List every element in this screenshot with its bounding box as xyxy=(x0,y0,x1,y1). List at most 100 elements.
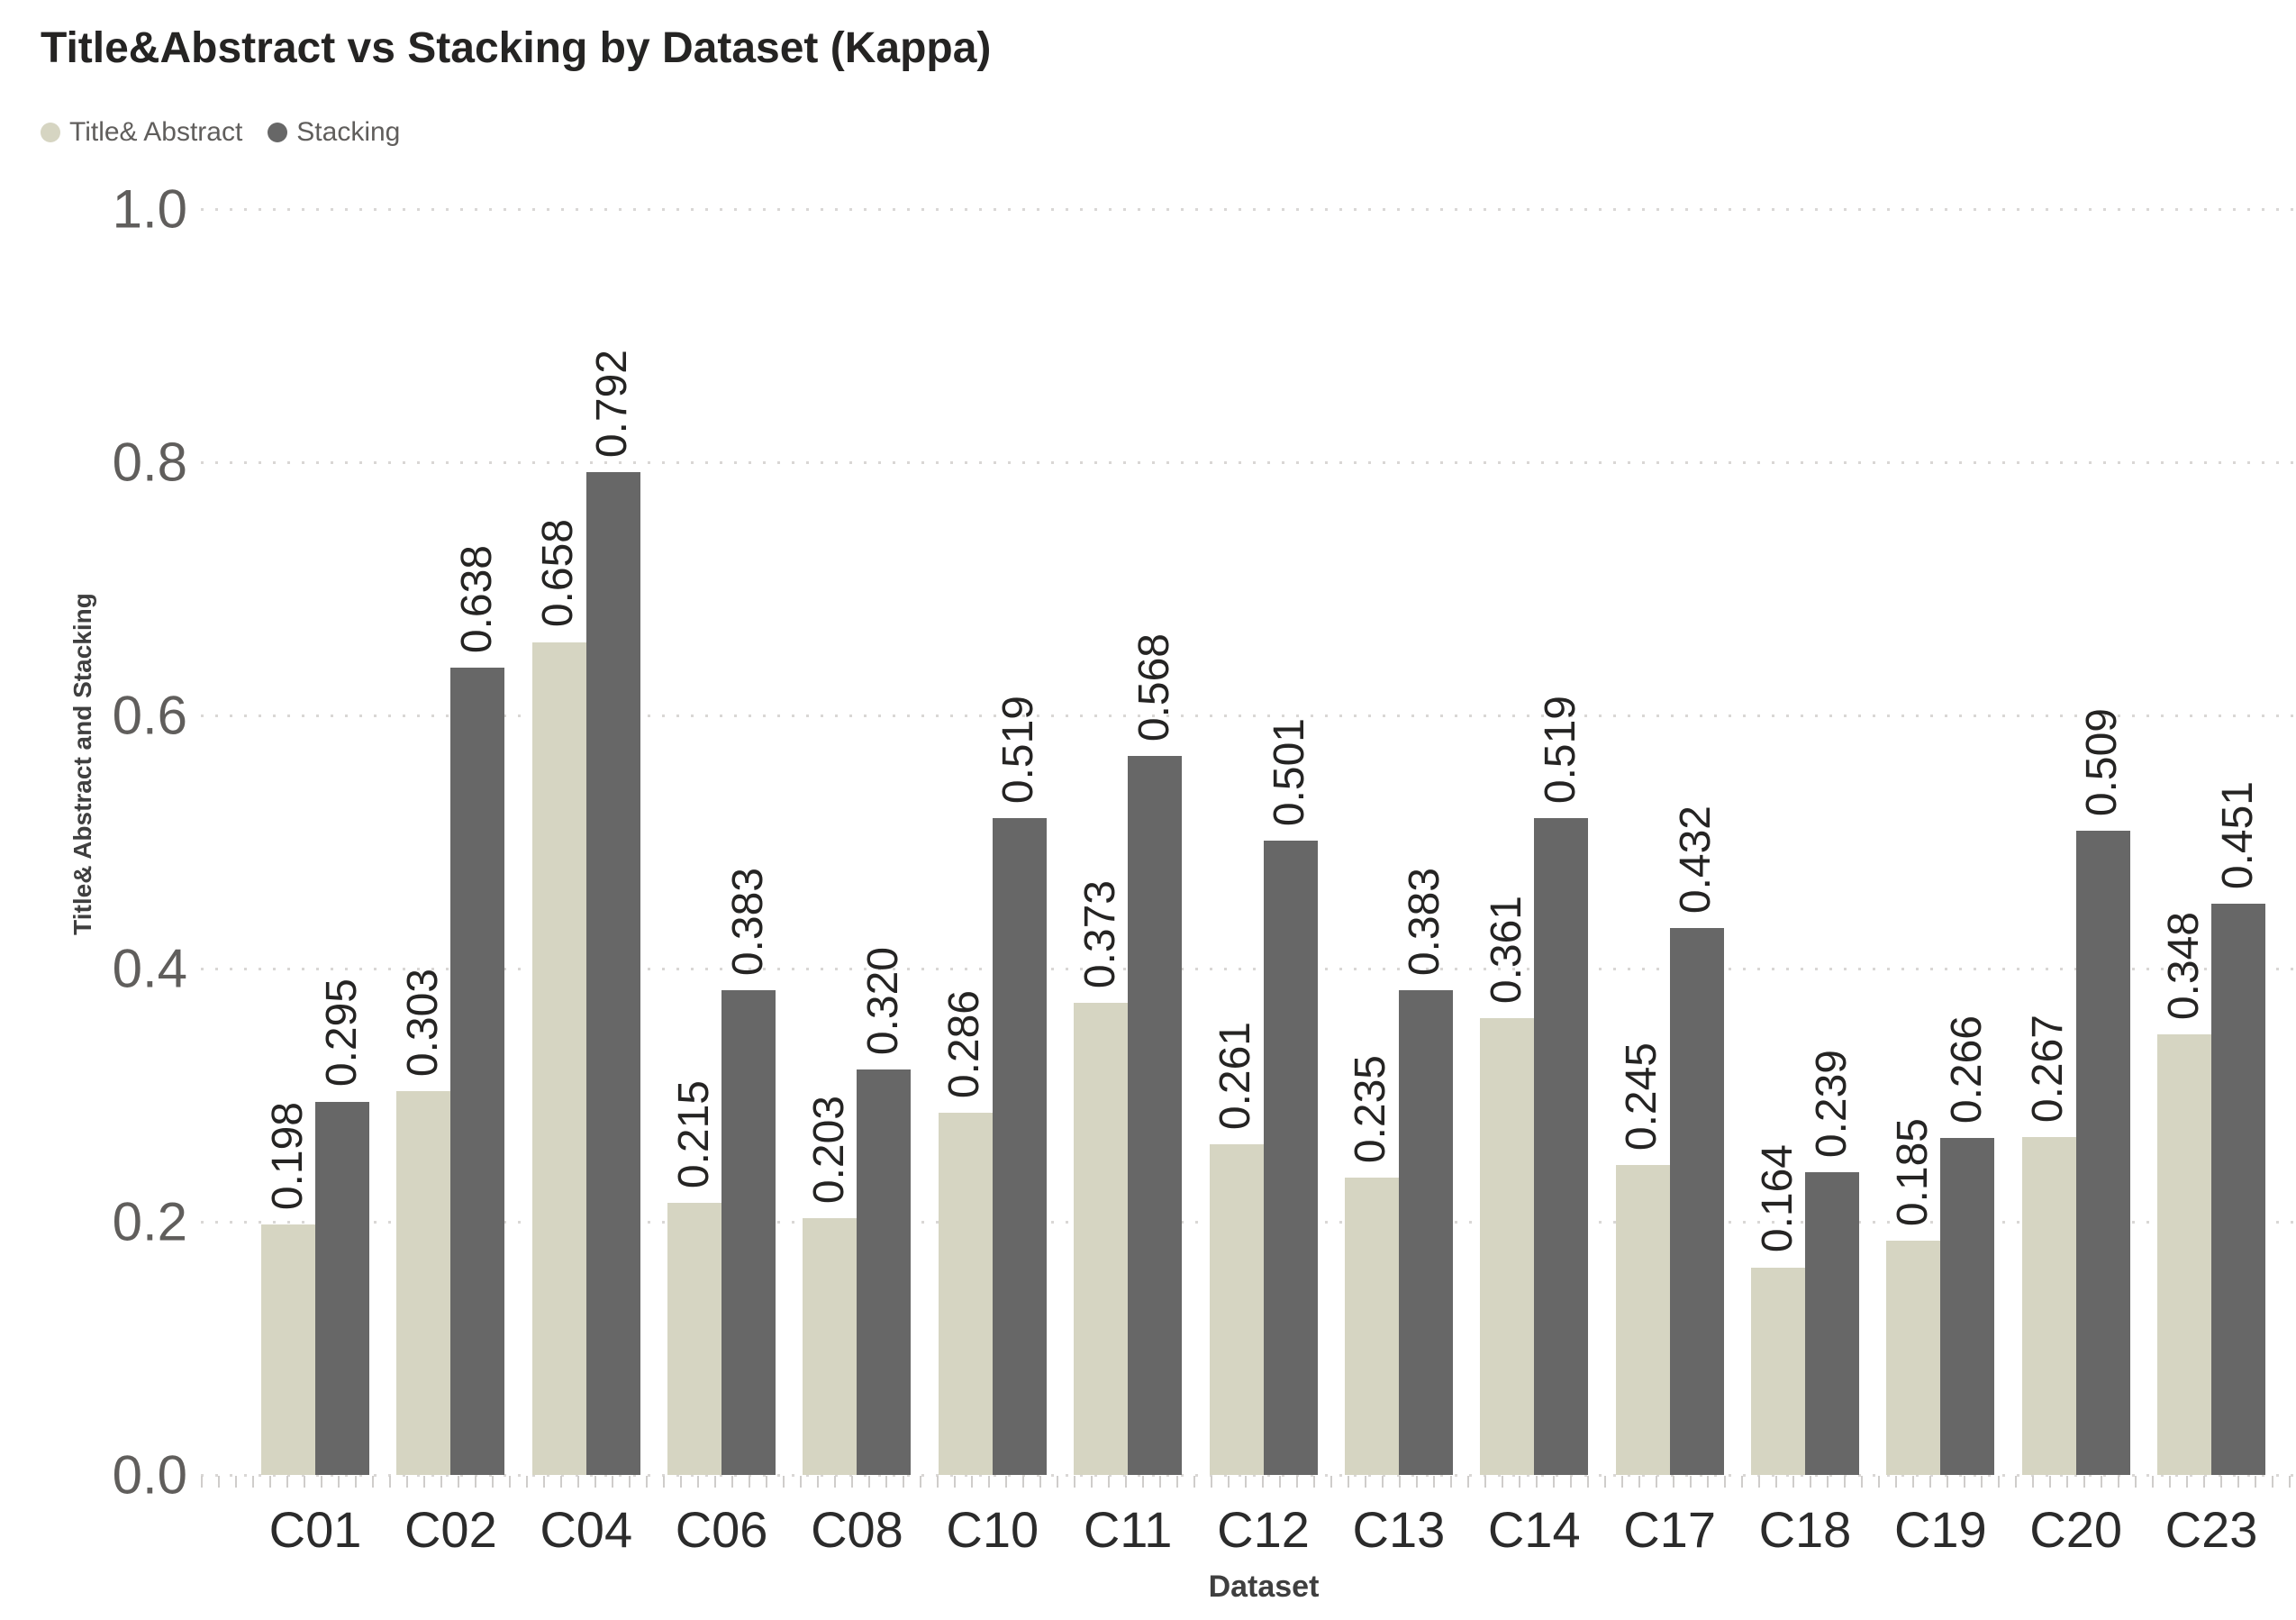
bar-C08-stacking[interactable] xyxy=(857,1069,912,1475)
bar-value-label: 0.286 xyxy=(940,990,989,1099)
legend-item-title-abstract[interactable]: Title& Abstract xyxy=(41,117,242,148)
bar-C23-title-abstract[interactable] xyxy=(2157,1034,2212,1475)
legend: Title& Abstract Stacking xyxy=(41,117,400,148)
bar-value-label-box: 0.215 xyxy=(667,1080,721,1188)
bar-C06-title-abstract[interactable] xyxy=(667,1202,722,1475)
bar-value-label: 0.303 xyxy=(398,969,447,1078)
bar-value-label: 0.658 xyxy=(534,519,583,628)
bar-value-label-box: 0.303 xyxy=(396,969,450,1077)
bar-C18-stacking[interactable] xyxy=(1804,1172,1859,1475)
x-tick-label-C02: C02 xyxy=(404,1501,497,1558)
bar-C13-stacking[interactable] xyxy=(1398,989,1453,1475)
bar-value-label-box: 0.373 xyxy=(1074,880,1128,988)
bar-value-label-box: 0.235 xyxy=(1345,1055,1399,1163)
bar-value-label: 0.361 xyxy=(1482,895,1530,1004)
bar-value-label-box: 0.295 xyxy=(315,978,369,1087)
bar-C20-title-abstract[interactable] xyxy=(2021,1136,2076,1475)
bar-C06-stacking[interactable] xyxy=(721,989,776,1475)
bar-C23-stacking[interactable] xyxy=(2211,904,2266,1475)
bar-C02-title-abstract[interactable] xyxy=(396,1091,451,1475)
legend-marker-stacking-icon xyxy=(268,123,288,142)
bar-value-label: 0.383 xyxy=(1401,867,1449,976)
bar-C17-stacking[interactable] xyxy=(1669,928,1724,1475)
x-tick-label-C19: C19 xyxy=(1893,1501,1987,1558)
bar-value-label: 0.261 xyxy=(1212,1022,1260,1131)
bar-C13-title-abstract[interactable] xyxy=(1344,1177,1399,1475)
bar-C08-title-abstract[interactable] xyxy=(803,1217,858,1475)
bar-C19-title-abstract[interactable] xyxy=(1886,1241,1941,1475)
x-tick-label-C12: C12 xyxy=(1217,1501,1310,1558)
bar-value-label: 0.432 xyxy=(1672,805,1720,915)
bar-value-label: 0.501 xyxy=(1266,717,1314,827)
bar-C20-stacking[interactable] xyxy=(2075,830,2130,1475)
bar-value-label-box: 0.509 xyxy=(2076,708,2130,816)
x-tick-label-C08: C08 xyxy=(811,1501,903,1558)
bar-value-label-box: 0.383 xyxy=(721,868,776,976)
bar-C12-stacking[interactable] xyxy=(1263,841,1318,1475)
x-axis-minor-ticks xyxy=(201,1476,2296,1488)
x-tick-label-C11: C11 xyxy=(1083,1501,1173,1558)
y-tick-label: 0.8 xyxy=(112,432,187,493)
bar-value-label-box: 0.203 xyxy=(803,1096,857,1204)
bar-C19-stacking[interactable] xyxy=(1940,1138,1995,1475)
bar-value-label-box: 0.266 xyxy=(1940,1015,1994,1124)
x-tick-label-C17: C17 xyxy=(1623,1501,1716,1558)
bar-value-label-box: 0.432 xyxy=(1670,805,1724,914)
x-tick-label-C10: C10 xyxy=(946,1501,1039,1558)
bar-value-label: 0.185 xyxy=(1888,1117,1937,1227)
legend-item-stacking[interactable]: Stacking xyxy=(268,117,400,148)
gridline-0.8 xyxy=(201,461,2296,464)
bar-C14-stacking[interactable] xyxy=(1534,817,1589,1475)
bar-value-label-box: 0.261 xyxy=(1210,1022,1264,1130)
bar-value-label: 0.792 xyxy=(588,350,637,459)
bar-value-label-box: 0.361 xyxy=(1480,896,1534,1004)
bar-C02-stacking[interactable] xyxy=(450,667,505,1475)
y-tick-label: 0.0 xyxy=(112,1444,187,1506)
bar-C14-title-abstract[interactable] xyxy=(1480,1017,1535,1475)
bar-C18-title-abstract[interactable] xyxy=(1750,1267,1805,1475)
gridline-0.0 xyxy=(201,1474,2296,1477)
bar-C12-title-abstract[interactable] xyxy=(1209,1144,1264,1475)
bar-value-label: 0.519 xyxy=(994,695,1043,804)
x-tick-label-C04: C04 xyxy=(540,1501,633,1558)
bar-C04-title-abstract[interactable] xyxy=(531,642,586,1475)
y-tick-label: 1.0 xyxy=(112,178,187,240)
bar-value-label: 0.509 xyxy=(2078,707,2127,816)
gridline-0.4 xyxy=(201,968,2296,970)
bar-value-label-box: 0.519 xyxy=(1534,696,1588,804)
bar-C01-title-abstract[interactable] xyxy=(261,1224,315,1475)
bar-value-label-box: 0.792 xyxy=(586,350,640,458)
bar-value-label: 0.373 xyxy=(1075,879,1124,988)
bar-C11-title-abstract[interactable] xyxy=(1074,1002,1129,1475)
bar-C17-title-abstract[interactable] xyxy=(1615,1164,1670,1475)
bar-C10-stacking[interactable] xyxy=(992,817,1047,1475)
bar-value-label-box: 0.286 xyxy=(939,990,993,1098)
x-axis-title: Dataset xyxy=(1208,1570,1320,1604)
bar-value-label-box: 0.164 xyxy=(1751,1144,1805,1252)
bar-value-label-box: 0.267 xyxy=(2022,1015,2076,1123)
bar-value-label: 0.519 xyxy=(1536,695,1584,804)
bar-value-label: 0.215 xyxy=(669,1079,718,1188)
bar-value-label-box: 0.568 xyxy=(1128,633,1182,742)
x-tick-label-C06: C06 xyxy=(675,1501,768,1558)
bar-value-label: 0.295 xyxy=(317,978,366,1088)
bar-value-label-box: 0.185 xyxy=(1886,1118,1940,1226)
bar-value-label-box: 0.383 xyxy=(1399,868,1453,976)
x-tick-label-C14: C14 xyxy=(1487,1501,1581,1558)
bar-C01-stacking[interactable] xyxy=(315,1101,369,1475)
x-tick-label-C18: C18 xyxy=(1758,1501,1852,1558)
x-tick-label-C23: C23 xyxy=(2164,1501,2258,1558)
bar-value-label: 0.245 xyxy=(1618,1042,1666,1151)
bar-value-label: 0.638 xyxy=(452,544,501,653)
bar-value-label-box: 0.239 xyxy=(1805,1050,1859,1158)
bar-C04-stacking[interactable] xyxy=(585,472,640,1475)
bar-C11-stacking[interactable] xyxy=(1128,755,1183,1475)
bar-value-label: 0.568 xyxy=(1130,633,1178,742)
bar-value-label-box: 0.501 xyxy=(1264,718,1318,826)
bar-value-label: 0.266 xyxy=(1942,1015,1991,1124)
bar-value-label: 0.267 xyxy=(2024,1014,2073,1123)
bar-value-label: 0.164 xyxy=(1753,1144,1801,1253)
bar-C10-title-abstract[interactable] xyxy=(938,1113,993,1475)
bar-value-label-box: 0.451 xyxy=(2211,781,2265,889)
